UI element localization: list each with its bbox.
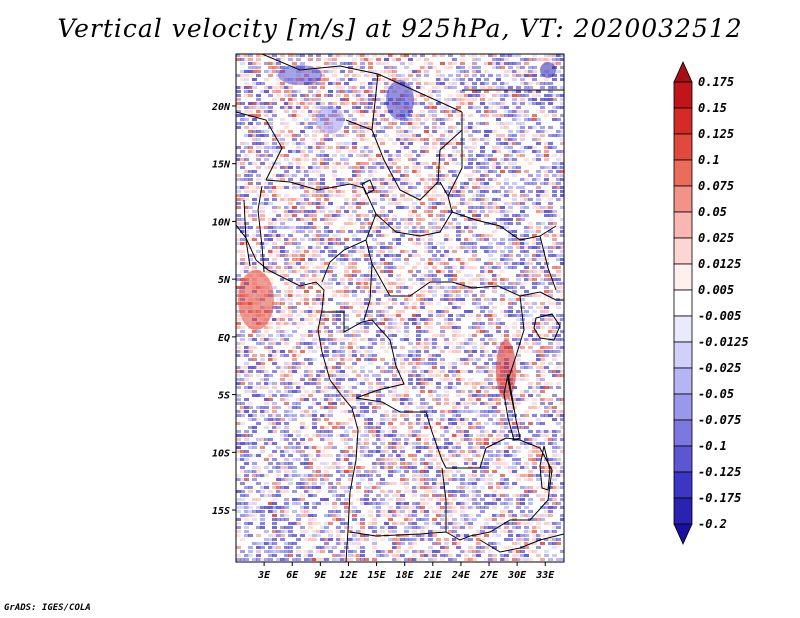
colorbar-swatch <box>673 393 693 421</box>
border-libya-chad <box>371 73 463 201</box>
lake-victoria <box>533 313 561 341</box>
y-tick-label: 15N <box>212 160 231 171</box>
colorbar-label: -0.025 <box>698 361 741 375</box>
y-tick-label: 10S <box>212 448 230 459</box>
border-eastern <box>539 235 557 291</box>
colorbar-label: -0.005 <box>698 309 741 323</box>
x-tick-label: 30E <box>507 570 527 581</box>
colorbar-label: -0.1 <box>698 439 727 453</box>
colorbar-label: 0.05 <box>698 205 727 219</box>
x-tick-label: 24E <box>451 570 471 581</box>
border-gabon <box>322 311 373 333</box>
border-niger-chad <box>345 119 373 131</box>
velocity-field <box>236 54 564 561</box>
colorbar-label: 0.025 <box>698 231 734 245</box>
colorbar-swatch <box>673 497 693 525</box>
lake-chad <box>361 179 375 195</box>
colorbar-swatch <box>673 211 693 239</box>
lake-malawi <box>539 445 551 491</box>
colorbar-swatch <box>673 185 693 213</box>
x-tick-label: 33E <box>535 570 555 581</box>
colorbar-swatch <box>673 419 693 447</box>
lake-tanganyika <box>503 373 521 441</box>
colorbar-swatch <box>673 315 693 343</box>
grads-credit: GrADS: IGES/COLA <box>4 603 91 613</box>
y-tick-label: 5S <box>218 391 230 402</box>
colorbar-swatch <box>673 263 693 291</box>
x-tick-label: 9E <box>314 570 327 581</box>
colorbar-label: 0.15 <box>698 101 727 115</box>
y-tick-label: 10N <box>212 217 231 228</box>
colorbar-label: 0.075 <box>698 179 734 193</box>
colorbar-label: 0.1 <box>698 153 720 167</box>
colorbar-swatch <box>673 159 693 187</box>
colorbar-label: -0.0125 <box>698 335 749 349</box>
y-tick-label: 5N <box>218 275 231 286</box>
border-togo <box>243 199 251 267</box>
border-sudan-southsudan <box>451 211 557 241</box>
colorbar-label: -0.125 <box>698 465 741 479</box>
colorbar: 0.175 0.15 0.125 0.1 0.075 0.05 0.025 0.0125 0.0… <box>673 61 749 545</box>
border-nigeria-cameroon <box>321 187 377 283</box>
colorbar-cap-top <box>673 61 693 83</box>
colorbar-label: 0.175 <box>698 75 734 89</box>
x-tick-label: 3E <box>257 570 271 581</box>
map-axes: 3E 6E 9E 12E 15E 18E 21E 24E 27E 30E 33E 20N 15N 10N 5… <box>211 102 555 581</box>
colorbar-swatch <box>673 367 693 395</box>
colorbar-swatch <box>673 341 693 369</box>
x-tick-label: 15E <box>368 570 387 581</box>
colorbar-swatch <box>673 445 693 473</box>
colorbar-swatch <box>673 289 693 317</box>
coastline <box>236 224 359 562</box>
colorbar-label: 0.0125 <box>698 257 741 271</box>
border-south <box>479 533 564 553</box>
border-car-drc <box>371 263 541 297</box>
colorbar-label: 0.125 <box>698 127 734 141</box>
border-angola-namibia <box>349 531 447 537</box>
border-kenya-tanzania <box>539 291 564 301</box>
colorbar-label: -0.05 <box>698 387 734 401</box>
y-tick-label: 20N <box>211 102 231 113</box>
map-title: Vertical velocity [m/s] at 925hPa, VT: 2… <box>57 14 743 43</box>
colorbar-swatch <box>673 237 693 265</box>
colorbar-cap-bottom <box>673 523 693 545</box>
colorbar-swatch <box>673 471 693 499</box>
colorbar-swatch <box>673 133 693 161</box>
border-drc-angola <box>355 397 487 469</box>
border-sudan-chad <box>447 112 463 197</box>
x-tick-label: 21E <box>423 570 443 581</box>
y-tick-label: 15S <box>212 506 230 517</box>
border-zambia <box>469 437 553 537</box>
x-tick-label: 18E <box>396 570 415 581</box>
border-mali-niger <box>236 111 283 181</box>
border-cameroon-congo <box>363 239 373 321</box>
border-algeria-niger <box>261 54 463 113</box>
border-niger-nigeria <box>265 179 365 191</box>
colorbar-label: -0.175 <box>698 491 741 505</box>
x-tick-label: 6E <box>286 570 299 581</box>
border-benin <box>257 185 265 273</box>
x-tick-label: 27E <box>479 570 499 581</box>
country-borders <box>236 54 564 562</box>
colorbar-label: -0.075 <box>698 413 741 427</box>
colorbar-swatch <box>673 107 693 135</box>
colorbar-label: 0.005 <box>698 283 734 297</box>
x-tick-label: 12E <box>339 570 358 581</box>
map-frame <box>235 53 565 563</box>
colorbar-swatch <box>673 81 693 109</box>
border-drc-uganda <box>507 295 525 411</box>
colorbar-label: -0.2 <box>698 517 727 531</box>
y-tick-label: EQ <box>218 333 230 344</box>
border-congo-drc <box>355 319 405 399</box>
